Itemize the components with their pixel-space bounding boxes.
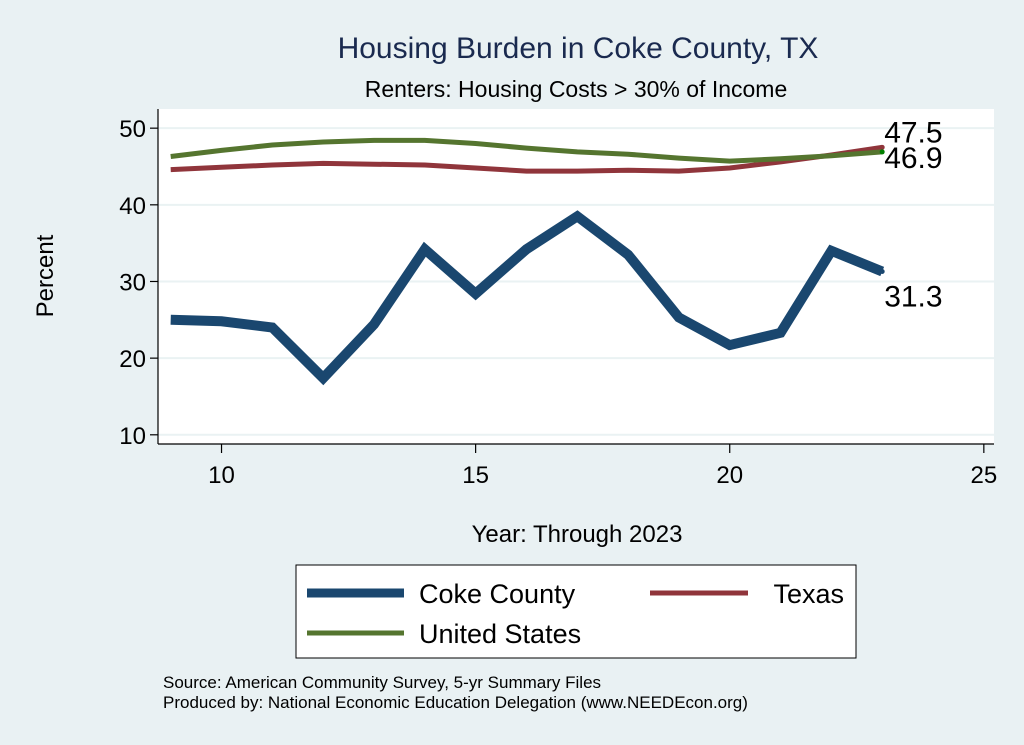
end-label-texas: 47.5 — [884, 116, 942, 149]
legend-label: United States — [419, 619, 581, 649]
chart-title: Housing Burden in Coke County, TX — [338, 32, 819, 65]
series-line-united-states — [170, 137, 883, 164]
y-tick-label: 20 — [119, 346, 146, 373]
y-tick-label: 40 — [119, 193, 146, 220]
y-axis: 10 20 30 40 50 — [119, 116, 158, 450]
plot-area — [158, 109, 994, 444]
legend-item-united-states: United States — [307, 619, 581, 649]
end-label-united-states: 46.9 — [884, 142, 942, 175]
chart-subtitle: Renters: Housing Costs > 30% of Income — [365, 76, 788, 102]
x-tick-label: 10 — [208, 462, 235, 489]
producer-note: Produced by: National Economic Education… — [163, 693, 748, 712]
legend-label: Coke County — [419, 579, 576, 609]
x-axis-title: Year: Through 2023 — [472, 521, 683, 548]
y-tick-label: 30 — [119, 269, 146, 296]
source-note: Source: American Community Survey, 5-yr … — [163, 673, 601, 692]
legend: Coke County Texas United States — [295, 564, 857, 659]
x-axis: 10 15 20 25 — [208, 444, 997, 489]
y-tick-label: 50 — [119, 116, 146, 143]
y-tick-label: 10 — [119, 423, 146, 450]
x-tick-label: 25 — [970, 462, 997, 489]
series-line-coke-county — [170, 210, 885, 386]
series-line-texas — [170, 144, 883, 174]
y-axis-title: Percent — [32, 234, 59, 317]
end-label-coke-county: 31.3 — [884, 281, 942, 314]
x-tick-label: 15 — [462, 462, 489, 489]
legend-box — [295, 564, 857, 659]
legend-label: Texas — [773, 579, 844, 609]
series-endpoint-united-states — [879, 149, 885, 155]
legend-item-coke-county: Coke County — [307, 579, 576, 609]
x-tick-label: 20 — [716, 462, 743, 489]
series-layer — [170, 137, 885, 386]
series-endpoint-coke-county — [879, 269, 885, 275]
end-labels: 31.3 47.546.9 — [884, 116, 942, 313]
legend-item-texas: Texas — [650, 579, 844, 609]
series-endpoint-texas — [879, 144, 885, 150]
